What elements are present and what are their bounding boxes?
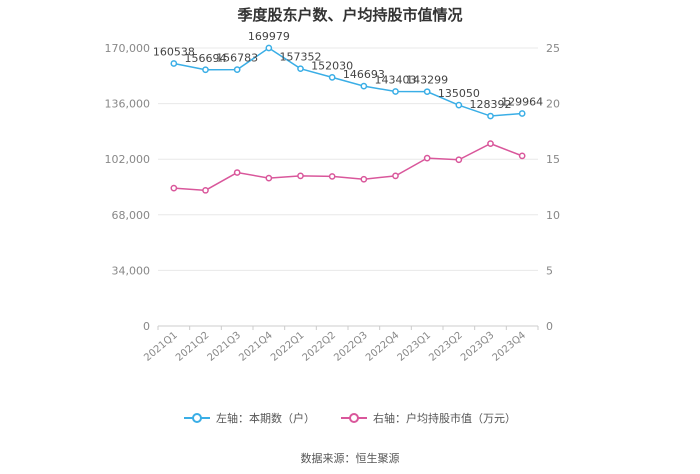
series-line-left — [173, 47, 523, 117]
x-tick-label: 2022Q4 — [364, 330, 401, 364]
x-tick-label: 2022Q3 — [332, 330, 369, 364]
y-right-tick-label: 25 — [546, 42, 560, 55]
y-right-tick-label: 0 — [546, 320, 553, 333]
data-point-left — [233, 66, 241, 73]
y-right-tick-label: 5 — [546, 264, 553, 277]
x-tick-label: 2023Q3 — [459, 330, 496, 364]
y-right-tick-label: 20 — [546, 98, 560, 111]
data-point-right — [423, 154, 431, 162]
x-tick-label: 2021Q2 — [174, 330, 211, 364]
data-point-left — [328, 74, 336, 81]
data-point-right — [487, 140, 494, 147]
x-tick-label: 2021Q4 — [237, 330, 274, 364]
x-tick-label: 2023Q2 — [427, 330, 464, 364]
data-point-right — [233, 169, 241, 176]
x-tick-label: 2021Q1 — [142, 330, 179, 364]
data-label: 156783 — [216, 52, 258, 65]
data-point-left — [297, 65, 304, 73]
x-tick-label: 2022Q1 — [269, 330, 306, 364]
legend-swatch-left — [184, 412, 210, 424]
legend-swatch-right — [341, 412, 367, 424]
x-tick-label: 2022Q2 — [301, 330, 338, 364]
data-point-right — [328, 173, 336, 180]
data-label: 152030 — [311, 59, 353, 72]
data-label: 135050 — [438, 87, 480, 100]
y-left-tick-label: 68,000 — [112, 209, 151, 222]
data-point-right — [392, 172, 399, 180]
data-point-right — [297, 172, 304, 180]
x-tick-label: 2023Q1 — [396, 330, 433, 364]
y-left-tick-label: 170,000 — [105, 42, 151, 55]
data-point-left — [265, 44, 273, 52]
y-right-tick-label: 10 — [546, 209, 560, 222]
legend-item-left[interactable]: 左轴：本期数（户） — [184, 410, 315, 426]
data-label: 160538 — [153, 45, 195, 58]
y-left-tick-label: 136,000 — [105, 98, 151, 111]
data-point-right — [455, 156, 463, 164]
data-point-left — [202, 66, 209, 74]
data-point-right — [265, 174, 273, 182]
data-point-left — [170, 60, 178, 67]
chart-title: 季度股东户数、户均持股市值情况 — [237, 6, 463, 24]
data-point-right — [360, 175, 368, 183]
legend-label-right: 右轴：户均持股市值（万元） — [373, 412, 516, 425]
x-tick-label: 2021Q3 — [206, 330, 243, 364]
series-line-right — [173, 142, 523, 192]
legend: 左轴：本期数（户） 右轴：户均持股市值（万元） — [0, 410, 700, 426]
data-label: 169979 — [248, 30, 290, 43]
data-point-right — [170, 184, 178, 192]
data-label: 143403 — [375, 73, 417, 86]
data-point-right — [518, 152, 526, 160]
data-label: 156694 — [185, 52, 227, 65]
data-point-left — [360, 82, 368, 90]
data-label: 128392 — [470, 98, 512, 111]
legend-item-right[interactable]: 右轴：户均持股市值（万元） — [341, 410, 516, 426]
data-label: 129964 — [501, 95, 543, 108]
data-point-right — [202, 186, 209, 194]
y-left-tick-label: 0 — [143, 320, 150, 333]
y-right-tick-label: 15 — [546, 153, 560, 166]
data-point-left — [518, 110, 526, 117]
y-left-tick-label: 102,000 — [105, 153, 151, 166]
data-point-left — [392, 88, 399, 95]
y-left-tick-label: 34,000 — [112, 264, 151, 277]
data-label: 146693 — [343, 68, 385, 81]
legend-label-left: 左轴：本期数（户） — [216, 412, 315, 425]
data-point-left — [423, 88, 431, 96]
data-label: 157352 — [280, 51, 322, 64]
data-source: 数据来源：恒生聚源 — [300, 452, 400, 465]
data-label: 143299 — [406, 74, 448, 87]
x-tick-label: 2023Q4 — [491, 330, 528, 364]
data-point-left — [487, 112, 494, 120]
data-point-left — [455, 101, 463, 109]
